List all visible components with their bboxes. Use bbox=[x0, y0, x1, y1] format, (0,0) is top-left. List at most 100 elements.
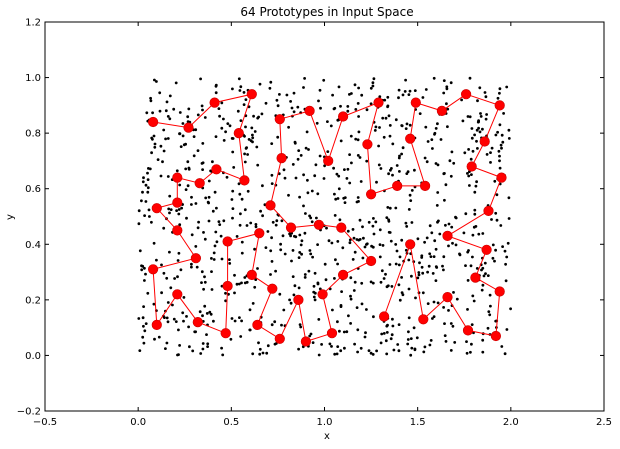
sample-point bbox=[378, 255, 382, 259]
sample-point bbox=[389, 239, 393, 243]
sample-point bbox=[251, 302, 255, 305]
sample-point bbox=[182, 296, 186, 299]
sample-point bbox=[167, 207, 171, 211]
sample-point bbox=[360, 281, 364, 285]
prototype-point bbox=[233, 128, 244, 139]
sample-point bbox=[400, 291, 404, 294]
sample-point bbox=[421, 271, 425, 275]
sample-point bbox=[431, 317, 434, 320]
prototype-point bbox=[211, 164, 222, 175]
sample-point bbox=[395, 164, 399, 167]
sample-point bbox=[367, 349, 371, 352]
sample-point bbox=[353, 250, 357, 254]
sample-point bbox=[330, 345, 333, 348]
sample-point bbox=[217, 220, 221, 224]
sample-point bbox=[432, 76, 436, 80]
sample-point bbox=[472, 299, 476, 303]
sample-point bbox=[432, 300, 436, 304]
sample-point bbox=[242, 103, 246, 106]
y-tick-label: 0.2 bbox=[25, 295, 41, 306]
sample-point bbox=[251, 352, 255, 356]
sample-point bbox=[291, 275, 295, 278]
sample-point bbox=[275, 98, 279, 102]
sample-point bbox=[292, 293, 296, 297]
sample-point bbox=[451, 324, 455, 328]
sample-point bbox=[444, 340, 448, 343]
sample-point bbox=[374, 125, 378, 129]
sample-point bbox=[190, 265, 193, 269]
sample-point bbox=[153, 337, 156, 341]
sample-point bbox=[446, 107, 450, 111]
sample-point bbox=[498, 87, 502, 91]
sample-point bbox=[214, 230, 218, 234]
sample-point bbox=[203, 275, 206, 279]
sample-point bbox=[382, 332, 386, 335]
sample-point bbox=[213, 190, 217, 194]
sample-point bbox=[297, 256, 301, 259]
sample-point bbox=[349, 322, 352, 325]
sample-point bbox=[507, 217, 511, 220]
sample-point bbox=[244, 98, 248, 101]
prototype-path-line bbox=[152, 93, 503, 343]
sample-point bbox=[349, 134, 353, 138]
sample-point bbox=[397, 96, 400, 100]
sample-point bbox=[208, 310, 212, 314]
sample-point bbox=[245, 224, 249, 227]
sample-point bbox=[398, 255, 402, 259]
sample-point bbox=[371, 245, 375, 249]
sample-point bbox=[203, 116, 207, 119]
prototype-point bbox=[483, 205, 494, 216]
sample-point bbox=[229, 337, 233, 341]
sample-point bbox=[266, 344, 270, 348]
sample-point bbox=[178, 183, 182, 187]
sample-point bbox=[494, 211, 498, 215]
sample-point bbox=[451, 241, 454, 245]
prototype-point bbox=[172, 172, 183, 183]
sample-point bbox=[462, 231, 466, 235]
sample-point bbox=[254, 225, 258, 229]
sample-point bbox=[481, 127, 484, 131]
sample-point bbox=[363, 335, 367, 339]
sample-point bbox=[372, 232, 376, 236]
sample-point bbox=[309, 252, 313, 256]
sample-point bbox=[364, 331, 367, 335]
sample-point bbox=[153, 145, 157, 149]
sample-point bbox=[389, 168, 392, 172]
sample-point bbox=[309, 332, 313, 336]
sample-point bbox=[155, 80, 158, 83]
sample-point bbox=[436, 191, 440, 194]
sample-point bbox=[313, 298, 317, 302]
sample-point bbox=[179, 268, 183, 272]
sample-point bbox=[349, 276, 353, 280]
sample-point bbox=[166, 115, 170, 118]
sample-point bbox=[182, 319, 185, 323]
prototype-point bbox=[254, 228, 265, 239]
sample-point bbox=[496, 96, 500, 100]
sample-point bbox=[258, 352, 262, 356]
prototype-point bbox=[466, 161, 477, 172]
sample-point bbox=[285, 93, 289, 97]
sample-point bbox=[497, 149, 501, 153]
sample-point bbox=[198, 310, 202, 314]
sample-point bbox=[190, 233, 194, 237]
sample-point bbox=[312, 290, 316, 294]
sample-point bbox=[175, 169, 179, 173]
sample-point bbox=[415, 336, 419, 340]
sample-point bbox=[270, 173, 274, 177]
x-tick-label: 1.0 bbox=[317, 417, 333, 428]
sample-point bbox=[349, 294, 352, 298]
sample-point bbox=[502, 112, 505, 115]
sample-point bbox=[449, 349, 453, 352]
sample-point bbox=[207, 201, 211, 205]
sample-point bbox=[150, 151, 154, 155]
sample-point bbox=[409, 199, 413, 203]
sample-point bbox=[201, 142, 205, 145]
sample-point bbox=[325, 226, 328, 230]
sample-point bbox=[243, 160, 247, 164]
sample-point bbox=[405, 172, 409, 176]
sample-point bbox=[396, 343, 400, 346]
sample-point bbox=[358, 156, 362, 159]
prototype-point bbox=[222, 280, 233, 292]
sample-point bbox=[473, 133, 476, 137]
sample-point bbox=[146, 186, 150, 190]
